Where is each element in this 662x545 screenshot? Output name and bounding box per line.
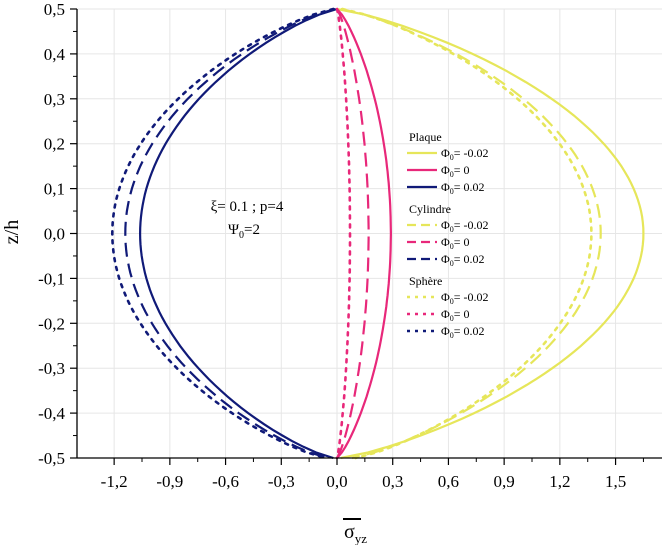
annotation-psi-value: =2 [244, 222, 260, 238]
x-tick-label: -1,2 [101, 472, 128, 491]
legend-group-title: Sphère [409, 274, 442, 288]
series-line-4 [336, 8, 370, 459]
y-tick-label: -0,2 [38, 314, 65, 333]
x-tick-label: -0,6 [212, 472, 239, 491]
legend-entry-label: Φ0= 0 [441, 307, 470, 323]
legend-group-title: Plaque [409, 130, 442, 144]
y-tick-label: -0,1 [38, 269, 65, 288]
x-axis-title-sub: yz [355, 531, 368, 545]
series-line-5 [124, 7, 336, 460]
series-line-2 [138, 7, 338, 460]
x-tick-label: 0,6 [438, 472, 459, 491]
y-tick-label: 0,5 [44, 0, 65, 19]
series-line-3 [340, 7, 602, 460]
y-tick-label: -0,5 [38, 449, 65, 468]
annotation-line1: ξ= 0.1 ; p=4 [211, 199, 284, 215]
series-line-8 [110, 7, 335, 460]
legend-entry-label: Φ0= -0.02 [441, 218, 489, 234]
y-tick-label: 0,0 [44, 225, 65, 244]
y-tick-label: -0,3 [38, 359, 65, 378]
annotation-psi-sub: 0 [239, 230, 244, 241]
legend-entry-label: Φ0= 0.02 [441, 324, 485, 340]
x-tick-label: 1,5 [605, 472, 626, 491]
y-tick-label: 0,3 [44, 90, 65, 109]
legend-entry-label: Φ0= -0.02 [441, 146, 489, 162]
y-tick-label: 0,2 [44, 135, 65, 154]
x-tick-label: -0,9 [156, 472, 183, 491]
y-axis-title: z/h [1, 220, 23, 244]
series-line-0 [336, 7, 645, 460]
x-tick-label: 0,0 [326, 472, 347, 491]
y-tick-label: 0,1 [44, 180, 65, 199]
y-tick-label: -0,4 [38, 404, 65, 423]
x-tick-label: 0,3 [382, 472, 403, 491]
series-line-6 [341, 7, 593, 460]
x-tick-label: 1,2 [549, 472, 570, 491]
x-axis-title-sigma: σ [344, 521, 355, 543]
legend-entry-label: Φ0= 0.02 [441, 180, 485, 196]
legend-entry-label: Φ0= 0 [441, 235, 470, 251]
series-layer [110, 7, 645, 460]
annotation-line2: Ψ0=2 [228, 222, 260, 241]
x-tick-label: -0,3 [268, 472, 295, 491]
legend-entry-label: Φ0= 0.02 [441, 252, 485, 268]
x-tick-label: 0,9 [494, 472, 515, 491]
series-line-1 [336, 8, 393, 459]
series-line-7 [335, 7, 352, 460]
legend-entry-label: Φ0= 0 [441, 163, 470, 179]
legend-entry-label: Φ0= -0.02 [441, 290, 489, 306]
annotation-psi: Ψ [228, 222, 240, 238]
legend-group-title: Cylindre [409, 202, 451, 216]
x-axis-title: σyz [344, 521, 367, 545]
y-tick-label: 0,4 [44, 45, 66, 64]
grid [77, 8, 662, 459]
ticks: -1,2 -0,9 -0,6 -0,3 0,0 0,3 0,6 0,9 1,2 1,5 0,5 0,4… [38, 0, 644, 491]
